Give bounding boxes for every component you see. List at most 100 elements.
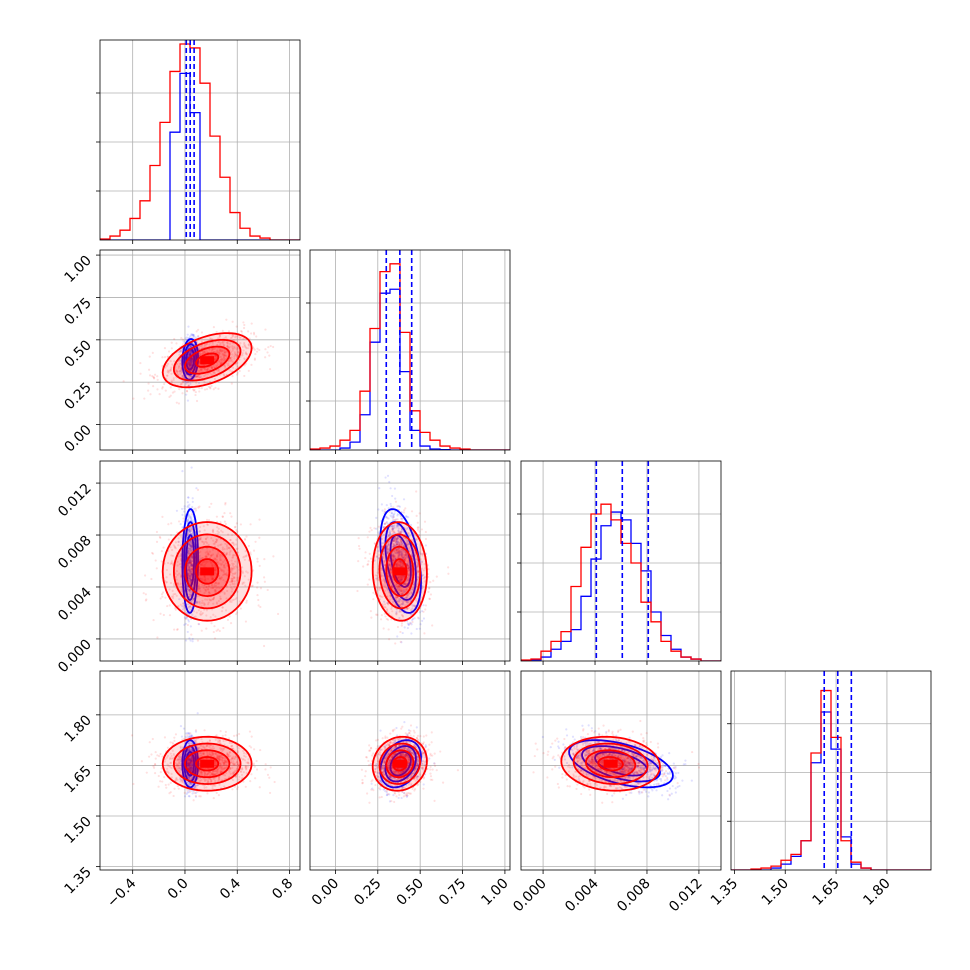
scatter-point [189,360,192,363]
scatter-point [220,577,223,580]
scatter-point [167,350,171,353]
scatter-point [421,619,424,623]
scatter-point [173,628,176,631]
scatter-point [163,346,167,350]
scatter-point [229,357,232,360]
scatter-point [189,362,192,365]
scatter-point [188,546,191,549]
scatter-point [212,326,215,329]
scatter-point [211,366,214,369]
y-tick-label: 0.012 [55,481,95,521]
scatter-point [238,336,241,339]
scatter-point [173,546,176,549]
scatter-point [244,351,247,354]
scatter-point [368,578,371,581]
scatter-point [199,536,202,539]
scatter-point [186,564,190,567]
scatter-point [216,364,219,368]
scatter-point [225,552,228,556]
scatter-point [190,345,193,348]
scatter-point [186,504,190,507]
scatter-point [399,630,402,634]
scatter-point [233,351,236,354]
scatter-point [199,563,202,566]
scatter-point [243,341,246,345]
scatter-point [216,363,219,366]
scatter-point [230,358,233,361]
scatter-point [169,394,172,397]
scatter-point [158,393,161,396]
scatter-point [203,591,206,594]
scatter-point [169,360,172,363]
scatter-point [191,613,194,616]
scatter-panel-0-1-content [100,250,300,450]
scatter-point [195,600,198,603]
y-tick-label: 0.50 [61,337,94,370]
scatter-point [231,336,234,339]
scatter-panel-1-2-content [310,461,510,661]
scatter-point [213,582,216,585]
scatter-point [179,603,182,606]
scatter-point [194,507,197,510]
scatter-point [212,528,215,531]
scatter-point [216,350,219,353]
scatter-point [215,364,218,367]
scatter-point [231,375,234,378]
scatter-point [423,632,426,635]
scatter-point [178,362,182,365]
scatter-point [171,363,174,366]
scatter-point [187,516,190,519]
scatter-point [154,559,157,562]
scatter-point [230,577,233,580]
scatter-point [202,524,205,528]
scatter-point [244,352,247,355]
scatter-point [187,573,190,576]
scatter-point [204,555,207,559]
scatter-point [203,374,206,378]
scatter-point [189,572,192,575]
scatter-point [400,542,404,545]
scatter-point [216,349,219,352]
scatter-point [203,560,206,563]
scatter-point [235,355,239,358]
scatter-point [245,352,248,355]
scatter-point [188,579,191,583]
scatter-point [225,318,228,321]
scatter-point [381,509,384,512]
scatter-point [187,562,190,565]
scatter-point [188,353,191,356]
scatter-point [190,517,193,521]
scatter-point [156,375,159,378]
scatter-point [396,635,399,638]
scatter-point [187,573,190,576]
scatter-point [189,358,192,361]
scatter-point [224,542,227,545]
scatter-point [247,330,250,333]
scatter-point [220,568,223,571]
scatter-point [190,363,193,366]
scatter-point [254,540,257,543]
scatter-point [205,554,208,557]
scatter-point [192,333,195,336]
scatter-point [161,387,164,390]
scatter-point [220,585,223,589]
scatter-point [186,588,190,591]
scatter-point [189,543,192,546]
scatter-point [200,563,203,567]
scatter-point [218,349,221,352]
scatter-point [234,571,237,574]
scatter-point [201,561,204,564]
scatter-point [222,569,225,572]
scatter-point [191,530,194,533]
scatter-point [189,352,192,356]
scatter-point [187,572,190,575]
scatter-point [218,348,221,351]
scatter-point [166,374,169,377]
scatter-point [214,569,218,572]
scatter-point [252,347,255,350]
scatter-point [186,399,190,402]
scatter-point [191,555,194,558]
scatter-point [370,528,373,532]
scatter-point [214,355,218,358]
scatter-point [189,571,192,575]
